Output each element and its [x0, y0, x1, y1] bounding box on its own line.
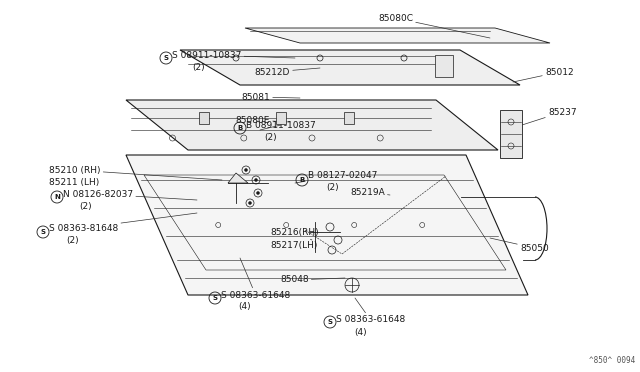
Bar — [344, 112, 354, 124]
Bar — [435, 55, 453, 77]
Text: 85219A: 85219A — [350, 187, 390, 196]
Polygon shape — [126, 155, 528, 295]
Text: B 08911-10837: B 08911-10837 — [246, 121, 316, 130]
Text: 85050: 85050 — [490, 238, 548, 253]
Text: S: S — [212, 295, 218, 301]
Text: S 08363-81648: S 08363-81648 — [49, 213, 197, 232]
Text: 85211 (LH): 85211 (LH) — [49, 177, 99, 186]
Polygon shape — [228, 173, 248, 183]
Text: S: S — [328, 319, 333, 325]
Text: S: S — [40, 229, 45, 235]
Text: (2): (2) — [264, 132, 276, 141]
Text: B 08127-02047: B 08127-02047 — [295, 170, 378, 183]
Text: 85237: 85237 — [522, 108, 577, 125]
Text: (2): (2) — [192, 62, 205, 71]
Polygon shape — [500, 110, 522, 158]
Text: 85080C: 85080C — [378, 13, 490, 38]
Text: (4): (4) — [354, 328, 367, 337]
Polygon shape — [245, 28, 550, 43]
Bar — [276, 112, 286, 124]
Text: N: N — [54, 194, 60, 200]
Text: (2): (2) — [326, 183, 339, 192]
Text: (2): (2) — [66, 235, 79, 244]
Text: S: S — [163, 55, 168, 61]
Text: B: B — [237, 125, 243, 131]
Text: S 08363-61648: S 08363-61648 — [336, 298, 405, 324]
Text: 85012: 85012 — [513, 67, 573, 82]
Text: S 08363-61648: S 08363-61648 — [221, 258, 291, 299]
Bar — [198, 112, 209, 124]
Text: 85081: 85081 — [241, 93, 300, 102]
Text: 85048: 85048 — [280, 276, 345, 285]
Text: S 08911-10837: S 08911-10837 — [172, 51, 295, 60]
Text: ^850^ 0094: ^850^ 0094 — [589, 356, 635, 365]
Text: 85212D: 85212D — [255, 67, 320, 77]
Text: (2): (2) — [79, 202, 92, 211]
Text: (4): (4) — [238, 302, 251, 311]
Text: B: B — [300, 177, 305, 183]
Text: 85217(LH): 85217(LH) — [270, 241, 317, 250]
Circle shape — [257, 192, 259, 195]
Polygon shape — [126, 100, 498, 150]
Text: 85216(RH): 85216(RH) — [270, 228, 319, 240]
Text: 85210 (RH): 85210 (RH) — [49, 166, 222, 180]
Polygon shape — [180, 50, 520, 85]
Circle shape — [248, 202, 252, 205]
Circle shape — [244, 169, 248, 171]
Text: 85080E: 85080E — [236, 115, 290, 125]
Text: N 08126-82037: N 08126-82037 — [63, 189, 197, 200]
Circle shape — [255, 179, 257, 182]
